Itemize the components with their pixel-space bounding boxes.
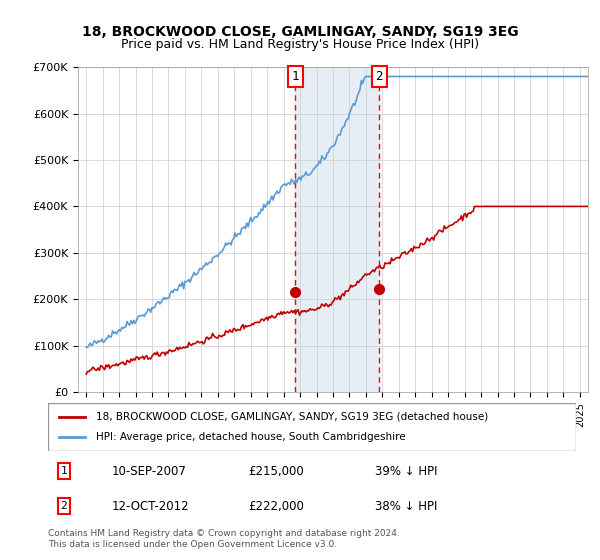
Bar xyxy=(295,67,379,392)
Text: 38% ↓ HPI: 38% ↓ HPI xyxy=(376,500,438,512)
Text: 39% ↓ HPI: 39% ↓ HPI xyxy=(376,465,438,478)
Text: 12-OCT-2012: 12-OCT-2012 xyxy=(112,500,189,512)
Text: 1: 1 xyxy=(292,70,299,83)
Text: Contains HM Land Registry data © Crown copyright and database right 2024.
This d: Contains HM Land Registry data © Crown c… xyxy=(48,529,400,549)
FancyBboxPatch shape xyxy=(48,403,576,451)
Text: 18, BROCKWOOD CLOSE, GAMLINGAY, SANDY, SG19 3EG: 18, BROCKWOOD CLOSE, GAMLINGAY, SANDY, S… xyxy=(82,25,518,39)
Text: HPI: Average price, detached house, South Cambridgeshire: HPI: Average price, detached house, Sout… xyxy=(95,432,405,442)
Text: 10-SEP-2007: 10-SEP-2007 xyxy=(112,465,186,478)
Text: 1: 1 xyxy=(61,466,67,476)
Text: Price paid vs. HM Land Registry's House Price Index (HPI): Price paid vs. HM Land Registry's House … xyxy=(121,38,479,51)
Text: 2: 2 xyxy=(376,70,383,83)
Text: 18, BROCKWOOD CLOSE, GAMLINGAY, SANDY, SG19 3EG (detached house): 18, BROCKWOOD CLOSE, GAMLINGAY, SANDY, S… xyxy=(95,412,488,422)
Text: 2: 2 xyxy=(61,501,67,511)
Text: £222,000: £222,000 xyxy=(248,500,305,512)
Text: £215,000: £215,000 xyxy=(248,465,304,478)
